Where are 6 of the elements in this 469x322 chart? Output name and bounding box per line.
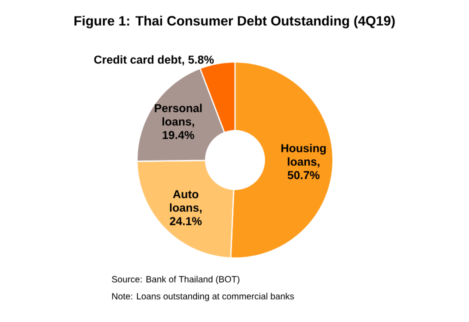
data-label: , 5.8%	[182, 56, 214, 66]
slice-label: Credit card debt	[94, 55, 182, 64]
chart-title: Figure 1: Thai Consumer Debt Outstanding (4Q19)	[74, 16, 395, 28]
source-note: Source: Bank of Thailand (BOT)	[112, 276, 240, 284]
text: Note: Loans outstanding at commercial banks	[112, 292, 294, 302]
slice-label: Auto loans	[170, 190, 199, 212]
